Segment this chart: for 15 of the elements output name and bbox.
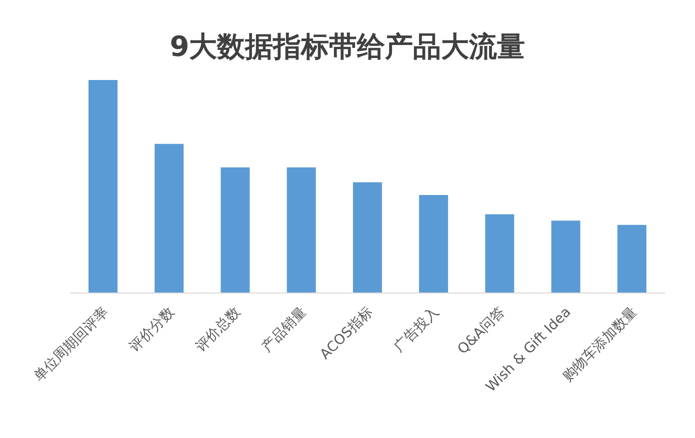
x-tick-label: 单位周期回评率 (30, 304, 112, 385)
bar (220, 167, 250, 293)
x-tick-label: 产品销量 (258, 304, 310, 356)
x-tick-label: 评价总数 (192, 304, 244, 356)
bar (352, 182, 382, 293)
bar (154, 144, 184, 293)
chart-title: 9大数据指标带给产品大流量 (168, 29, 526, 65)
x-tick-label: 评价分数 (126, 304, 178, 356)
x-tick-label: 广告投入 (391, 304, 442, 356)
bar (419, 195, 448, 293)
bar (485, 214, 514, 293)
bar (88, 80, 118, 293)
bar (286, 167, 316, 293)
bar (617, 224, 646, 293)
bar (551, 220, 580, 293)
